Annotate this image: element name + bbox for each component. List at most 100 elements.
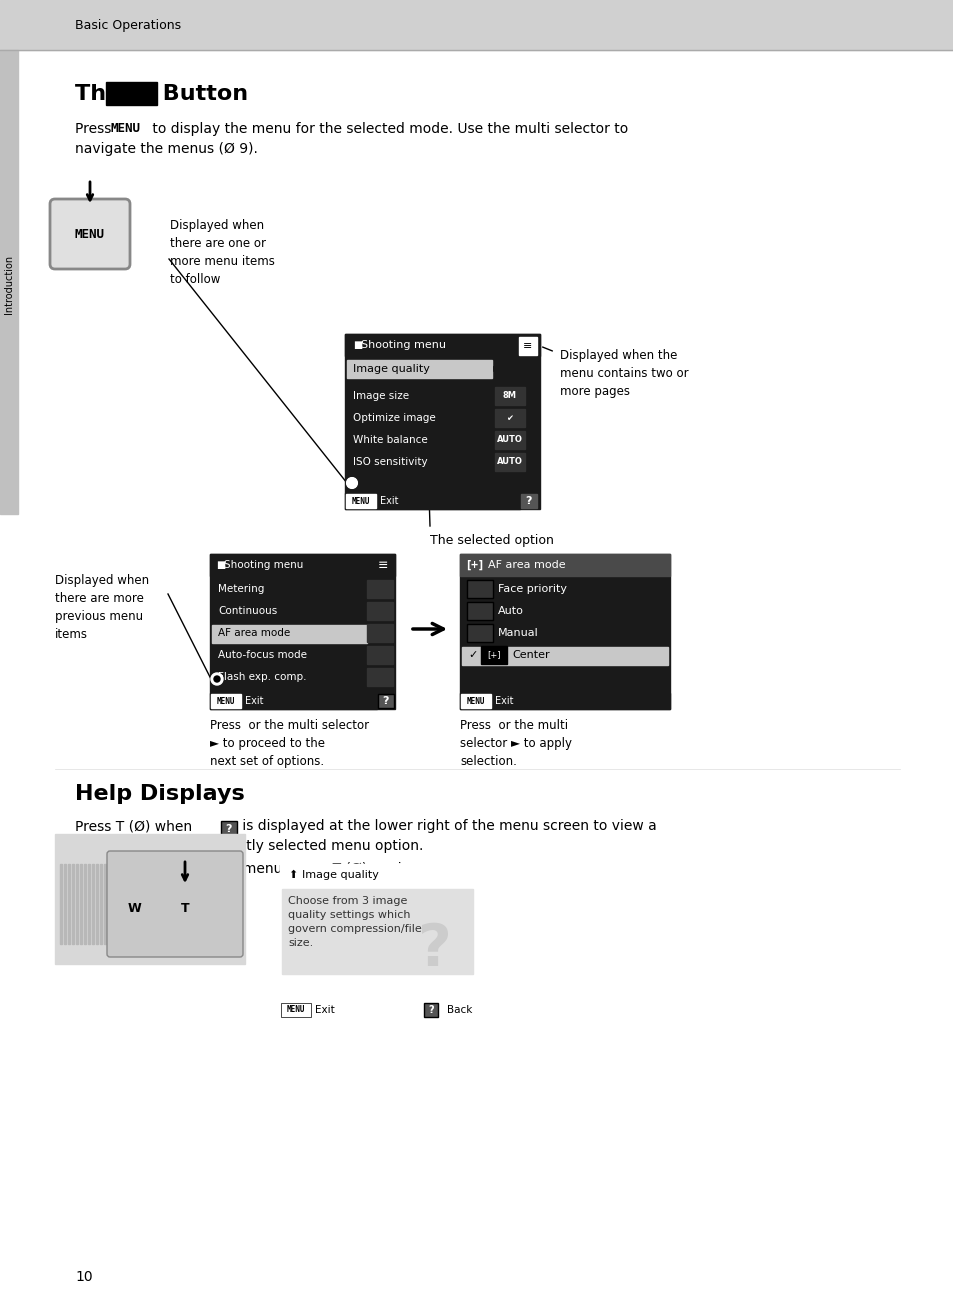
FancyBboxPatch shape	[377, 694, 394, 708]
FancyBboxPatch shape	[221, 821, 236, 837]
Bar	[459, 692, 669, 710]
Text: Shooting menu: Shooting menu	[360, 340, 446, 350]
Text: Face priority: Face priority	[497, 583, 566, 594]
Text: Optimize image: Optimize image	[353, 413, 436, 423]
FancyBboxPatch shape	[211, 694, 241, 708]
Text: ≡: ≡	[523, 342, 532, 351]
Bar	[0, 50, 18, 514]
FancyBboxPatch shape	[467, 579, 493, 598]
Text: ■: ■	[353, 340, 362, 350]
Text: MENU: MENU	[111, 122, 141, 135]
FancyBboxPatch shape	[480, 646, 506, 664]
Text: 10: 10	[75, 1271, 92, 1284]
FancyBboxPatch shape	[467, 624, 493, 643]
Text: Choose from 3 image
quality settings which
govern compression/file
size.: Choose from 3 image quality settings whi…	[288, 896, 421, 947]
Text: AUTO: AUTO	[497, 435, 522, 444]
Text: Back: Back	[447, 1005, 472, 1014]
Text: Auto: Auto	[497, 606, 523, 616]
Text: T: T	[180, 903, 189, 916]
Text: White balance: White balance	[353, 435, 427, 445]
Text: AF area mode: AF area mode	[488, 560, 565, 570]
Bar	[345, 334, 539, 356]
FancyBboxPatch shape	[423, 1003, 437, 1017]
Circle shape	[211, 673, 223, 685]
Text: MENU: MENU	[352, 497, 370, 506]
Text: Press: Press	[75, 122, 115, 137]
Text: Press T (Ø) when: Press T (Ø) when	[75, 819, 196, 833]
Text: [+]: [+]	[465, 560, 482, 570]
Text: To return to the original menu, press T (Ø) again.: To return to the original menu, press T …	[75, 862, 415, 876]
Bar	[280, 1001, 475, 1018]
FancyBboxPatch shape	[281, 1003, 311, 1017]
Text: ⬆: ⬆	[288, 870, 297, 880]
Text: MENU: MENU	[287, 1005, 305, 1014]
Text: Button: Button	[154, 84, 248, 104]
Text: Help Displays: Help Displays	[75, 784, 245, 804]
Bar	[367, 624, 393, 643]
FancyBboxPatch shape	[467, 602, 493, 620]
Text: The selected option: The selected option	[430, 533, 554, 547]
Bar	[345, 493, 519, 509]
Circle shape	[213, 675, 220, 682]
Bar	[91, 865, 94, 943]
Bar	[367, 602, 393, 620]
Text: ?: ?	[417, 921, 452, 978]
Bar	[71, 865, 74, 943]
Bar	[0, 0, 953, 50]
Text: Exit: Exit	[314, 1005, 335, 1014]
Bar	[210, 555, 395, 576]
Bar	[347, 360, 492, 378]
Text: ISO sensitivity: ISO sensitivity	[353, 457, 427, 466]
Text: ✔: ✔	[506, 414, 513, 423]
Bar	[96, 865, 98, 943]
Bar	[367, 579, 393, 598]
Text: Center: Center	[512, 650, 549, 660]
Text: Basic Operations: Basic Operations	[75, 18, 181, 32]
Text: Metering: Metering	[218, 583, 264, 594]
Text: Displayed when
there are one or
more menu items
to follow: Displayed when there are one or more men…	[170, 219, 274, 286]
Bar	[282, 890, 473, 974]
Circle shape	[347, 478, 356, 487]
Text: Displayed when the
menu contains two or
more pages: Displayed when the menu contains two or …	[559, 350, 688, 398]
Text: Exit: Exit	[245, 696, 263, 706]
Bar	[212, 625, 367, 643]
Text: MENU: MENU	[75, 227, 105, 240]
Text: Auto-focus mode: Auto-focus mode	[218, 650, 307, 660]
Text: Press  or the multi
selector ► to apply
selection.: Press or the multi selector ► to apply s…	[459, 719, 572, 767]
Text: Press  or the multi selector
► to proceed to the
next set of options.: Press or the multi selector ► to proceed…	[210, 719, 369, 767]
Text: ▶: ▶	[493, 364, 499, 373]
Bar	[76, 865, 78, 943]
Bar	[55, 834, 245, 964]
FancyBboxPatch shape	[460, 694, 491, 708]
Text: Displayed when
there are more
previous menu
items: Displayed when there are more previous m…	[55, 574, 149, 641]
Bar	[495, 409, 524, 427]
Bar	[461, 646, 667, 665]
Text: Introduction: Introduction	[4, 255, 14, 314]
Text: ?: ?	[428, 1005, 434, 1014]
Text: Image size: Image size	[353, 392, 409, 401]
Bar	[367, 646, 393, 664]
Text: MENU: MENU	[108, 84, 154, 102]
FancyBboxPatch shape	[50, 198, 130, 269]
Bar	[280, 865, 475, 886]
Text: navigate the menus (Ø 9).: navigate the menus (Ø 9).	[75, 142, 257, 156]
Text: 8M: 8M	[502, 392, 517, 401]
FancyBboxPatch shape	[518, 336, 537, 355]
Bar	[210, 692, 376, 710]
Bar	[104, 865, 106, 943]
Bar	[495, 453, 524, 470]
Text: [+]: [+]	[487, 650, 500, 660]
Text: ?: ?	[226, 824, 232, 834]
Text: ?: ?	[525, 495, 532, 506]
Text: AUTO: AUTO	[497, 457, 522, 466]
Text: ≡: ≡	[377, 558, 388, 572]
Text: ✓: ✓	[468, 650, 476, 660]
Bar	[367, 668, 393, 686]
Bar	[80, 865, 82, 943]
Text: Continuous: Continuous	[218, 606, 277, 616]
Bar	[84, 865, 86, 943]
Text: Exit: Exit	[495, 696, 513, 706]
Text: Image quality: Image quality	[353, 364, 430, 374]
FancyBboxPatch shape	[107, 851, 243, 957]
FancyBboxPatch shape	[520, 494, 537, 509]
